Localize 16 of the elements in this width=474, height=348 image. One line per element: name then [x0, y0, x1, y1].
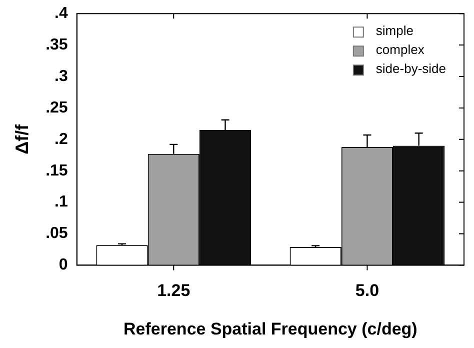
y-tick-label: .2: [54, 130, 68, 148]
y-tick-label: .4: [54, 5, 68, 22]
y-tick-label: .05: [46, 225, 68, 242]
y-tick-label: .35: [46, 36, 68, 54]
y-tick-label: .3: [54, 68, 68, 85]
y-tick-label: 0: [58, 256, 68, 274]
x-tick-label: 5.0: [355, 281, 380, 300]
legend-label: side-by-side: [376, 61, 446, 76]
x-axis-title: Reference Spatial Frequency (c/deg): [124, 319, 418, 338]
x-tick-label: 1.25: [157, 281, 190, 300]
y-tick-label: .15: [46, 162, 68, 180]
y-tick-label: .25: [46, 99, 68, 116]
legend-label: simple: [376, 23, 414, 38]
legend-label: complex: [376, 42, 425, 58]
y-tick-label: .1: [54, 194, 68, 211]
y-axis-title: Δf/f: [12, 123, 32, 154]
